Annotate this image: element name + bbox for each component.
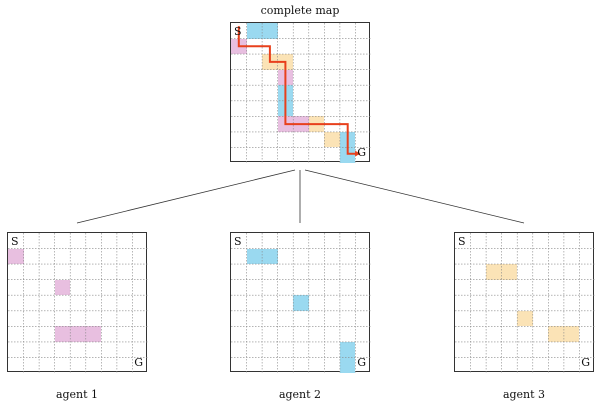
agent-1-map-goal-label: G (134, 356, 143, 369)
agent-3-map-highlight-cell (517, 310, 533, 327)
connector-line-agent-1 (76, 169, 296, 224)
path-route (237, 26, 361, 155)
agent-2-map-goal-label: G (357, 356, 366, 369)
complete-map-goal-label: G (357, 146, 366, 159)
complete-map-highlight-cell (339, 147, 356, 163)
agent-3-map-goal-label: G (581, 356, 590, 369)
agent-1-map-highlight-cell (8, 248, 24, 265)
agent-1-label: agent 1 (55, 388, 99, 401)
agent-3-map-highlight-cell (486, 264, 518, 280)
agent-2-map-highlight-cell (339, 341, 356, 373)
agent-1-map-highlight-cell (54, 326, 102, 342)
agent-2-map-highlight-cell (293, 295, 309, 311)
agent-1-map-start-label: S (11, 235, 19, 248)
agent-3-map-highlight-cell (548, 326, 580, 342)
complete-map-title: complete map (260, 4, 340, 17)
complete-map-highlight-cell (246, 23, 278, 39)
agent-2-map-start-label: S (234, 235, 242, 248)
agent-1-map-gridlines (8, 233, 148, 373)
agent-2-map-highlight-cell (246, 248, 278, 265)
complete-map-start-label: S (234, 25, 242, 38)
agent-2-map-gridlines (231, 233, 371, 373)
agent-3-map-gridlines (455, 233, 595, 373)
path-arrowhead (355, 150, 361, 157)
connector-line-agent-3 (304, 169, 525, 224)
agent-3-map-start-label: S (458, 235, 466, 248)
agent-3-label: agent 3 (502, 388, 546, 401)
complete-map-gridlines (231, 23, 371, 163)
agent-1-map-highlight-cell (54, 279, 71, 296)
complete-map-highlight-cell (324, 131, 340, 148)
agent-2-label: agent 2 (278, 388, 322, 401)
